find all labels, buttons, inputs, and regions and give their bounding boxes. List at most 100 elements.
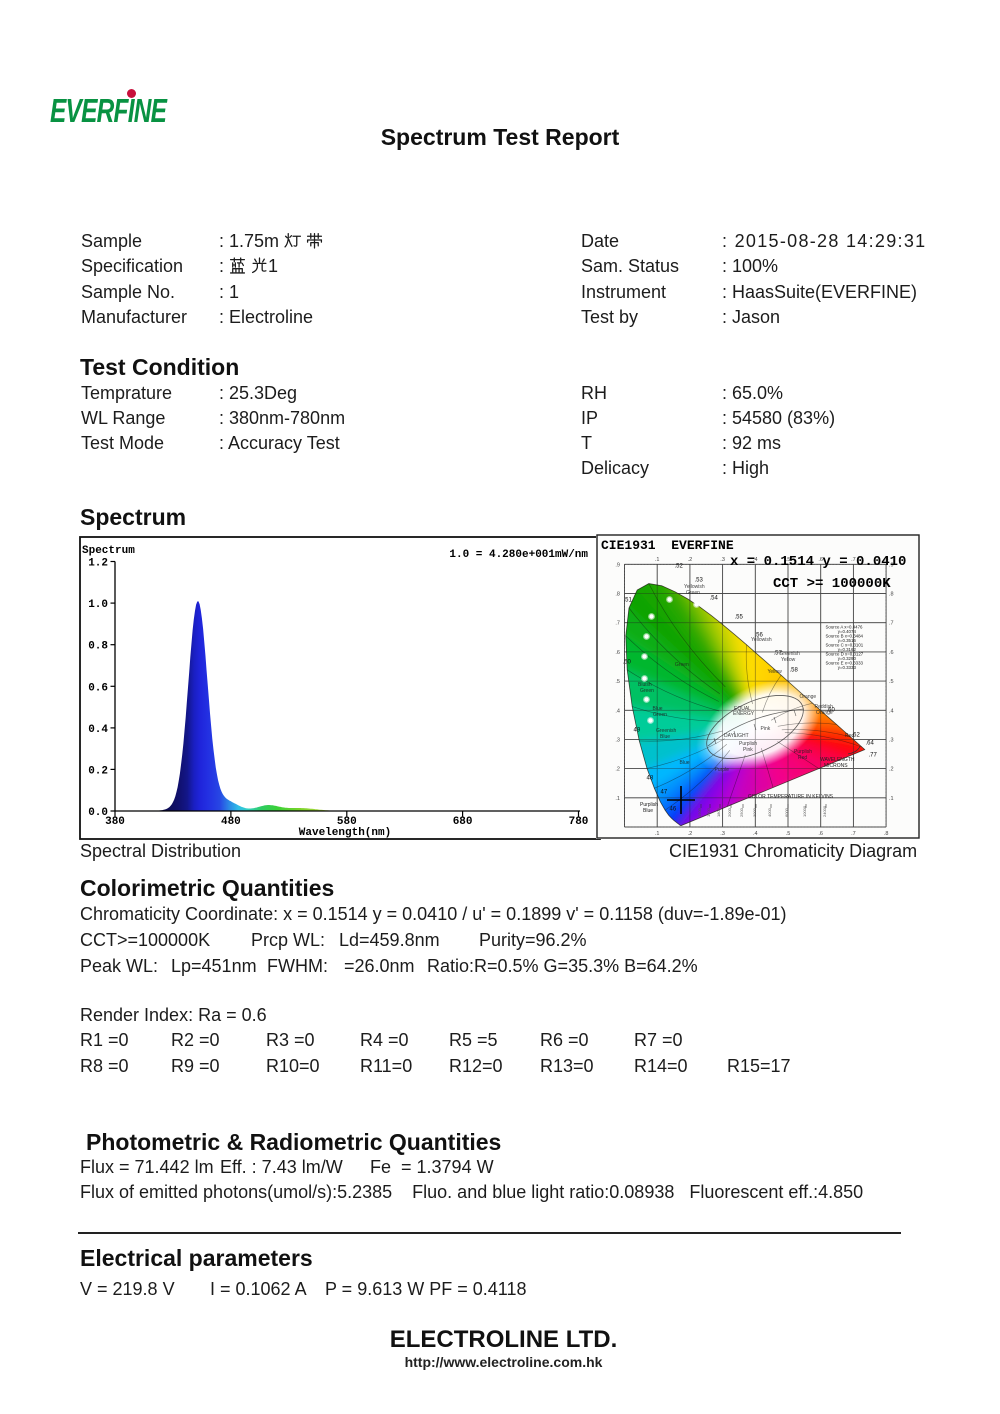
svg-text:.4: .4 (615, 708, 620, 714)
svg-text:Yellow: Yellow (768, 669, 783, 675)
svg-text:Green: Green (653, 712, 667, 718)
svg-text:Source B x=0.3484: Source B x=0.3484 (826, 634, 864, 639)
svg-text:1800: 1800 (716, 807, 721, 817)
svg-text:580: 580 (337, 816, 357, 828)
svg-text:Green: Green (640, 688, 654, 694)
svg-text:.2: .2 (889, 767, 894, 773)
svg-text:0.0: 0.0 (88, 807, 108, 819)
svg-text:Orange: Orange (816, 710, 833, 716)
svg-text:24000: 24000 (822, 805, 827, 817)
svg-text:Source C x=0.3101: Source C x=0.3101 (826, 643, 864, 648)
svg-text:480: 480 (221, 816, 241, 828)
svg-text:1.2: 1.2 (88, 558, 108, 570)
svg-text:Bluish: Bluish (638, 682, 652, 688)
svg-text:1500: 1500 (697, 807, 702, 817)
svg-text:.55: .55 (735, 615, 744, 621)
svg-text:y=0.4074: y=0.4074 (826, 629, 857, 634)
svg-text:.9: .9 (615, 562, 620, 568)
svg-text:DAYLIGHT: DAYLIGHT (724, 733, 749, 739)
svg-text:680: 680 (453, 816, 473, 828)
svg-text:0.2: 0.2 (88, 765, 108, 777)
svg-text:0.4: 0.4 (88, 724, 108, 736)
svg-text:.4: .4 (753, 831, 758, 837)
svg-text:2500: 2500 (739, 807, 744, 817)
svg-text:.58: .58 (790, 668, 799, 674)
svg-text:Blue: Blue (660, 734, 670, 740)
svg-text:2000: 2000 (727, 807, 732, 817)
svg-text:.4: .4 (889, 708, 894, 714)
svg-text:.3: .3 (615, 737, 620, 743)
svg-text:1.0: 1.0 (88, 599, 108, 611)
svg-text:780: 780 (569, 816, 589, 828)
svg-text:.7: .7 (851, 831, 856, 837)
svg-text:.7: .7 (851, 557, 856, 563)
svg-text:.4: .4 (753, 557, 758, 563)
svg-text:1.0 = 4.280e+001mW/nm: 1.0 = 4.280e+001mW/nm (449, 549, 588, 561)
svg-text:.77: .77 (869, 753, 878, 759)
svg-text:Purplish: Purplish (640, 802, 658, 808)
svg-text:.5: .5 (786, 557, 791, 563)
svg-text:Red: Red (798, 755, 807, 761)
svg-text:WAVELENGTH: WAVELENGTH (820, 757, 855, 763)
svg-text:.6: .6 (889, 650, 894, 656)
svg-text:CCT >= 100000K: CCT >= 100000K (773, 576, 891, 592)
svg-text:47: 47 (661, 790, 668, 796)
svg-text:COLOR TEMPERATURE IN KELVINS: COLOR TEMPERATURE IN KELVINS (748, 794, 834, 800)
svg-text:Blue: Blue (643, 808, 653, 814)
svg-text:Yellow: Yellow (781, 657, 796, 663)
svg-text:Pink: Pink (743, 747, 753, 753)
svg-text:.1: .1 (655, 557, 660, 563)
svg-text:Purple: Purple (715, 767, 730, 773)
svg-text:.6: .6 (818, 557, 823, 563)
svg-text:Wavelength(nm): Wavelength(nm) (299, 827, 391, 839)
svg-text:y=0.3516: y=0.3516 (826, 638, 857, 643)
svg-text:.5: .5 (786, 831, 791, 837)
svg-text:1600: 1600 (706, 807, 711, 817)
svg-text:y=0.3333: y=0.3333 (826, 665, 857, 670)
svg-text:Purplish: Purplish (794, 749, 812, 755)
svg-text:0.6: 0.6 (88, 682, 108, 694)
svg-text:Purplish: Purplish (739, 741, 757, 747)
svg-text:6000: 6000 (784, 807, 789, 817)
svg-text:.8: .8 (884, 557, 889, 563)
svg-text:CIE1931 EVERFINE: CIE1931 EVERFINE (601, 538, 734, 553)
svg-text:.50: .50 (623, 660, 632, 666)
svg-text:y=0.3290: y=0.3290 (826, 656, 857, 661)
svg-text:.7: .7 (615, 621, 620, 627)
svg-text:Greenish: Greenish (780, 651, 801, 657)
svg-text:.8: .8 (615, 592, 620, 598)
svg-text:.53: .53 (695, 578, 704, 584)
svg-text:x = 0.1514 y = 0.0410: x = 0.1514 y = 0.0410 (730, 554, 906, 570)
svg-text:Yellowish: Yellowish (751, 637, 772, 643)
svg-text:MICRONS: MICRONS (824, 763, 848, 769)
svg-text:.6: .6 (818, 831, 823, 837)
svg-text:.8: .8 (884, 831, 889, 837)
svg-text:Yellowish: Yellowish (684, 584, 705, 590)
svg-text:EQUAL: EQUAL (734, 706, 751, 712)
svg-text:Source D x=0.3127: Source D x=0.3127 (826, 652, 864, 657)
svg-text:Red: Red (845, 733, 854, 739)
svg-text:.2: .2 (688, 831, 693, 837)
svg-text:ENERGY: ENERGY (733, 711, 755, 717)
svg-text:.1: .1 (615, 796, 620, 802)
svg-text:.62: .62 (852, 733, 861, 739)
svg-text:.2: .2 (688, 557, 693, 563)
svg-text:380: 380 (105, 816, 125, 828)
svg-text:49: 49 (634, 728, 641, 734)
svg-text:.3: .3 (889, 737, 894, 743)
svg-text:.9: .9 (889, 562, 894, 568)
svg-text:.6: .6 (615, 650, 620, 656)
svg-text:.64: .64 (866, 741, 875, 747)
svg-text:Source A x=0.4476: Source A x=0.4476 (826, 625, 864, 630)
svg-text:Green: Green (675, 662, 689, 668)
svg-text:.51: .51 (624, 598, 633, 604)
svg-text:Green: Green (686, 590, 700, 596)
svg-text:Orange: Orange (800, 694, 817, 700)
svg-text:.5: .5 (889, 679, 894, 685)
svg-text:10000: 10000 (802, 805, 807, 817)
svg-text:Source E x=0.3333: Source E x=0.3333 (826, 661, 864, 666)
svg-text:Greenish: Greenish (656, 728, 677, 734)
svg-text:.3: .3 (720, 557, 725, 563)
svg-text:.57: .57 (774, 651, 783, 657)
svg-text:3000: 3000 (752, 807, 757, 817)
